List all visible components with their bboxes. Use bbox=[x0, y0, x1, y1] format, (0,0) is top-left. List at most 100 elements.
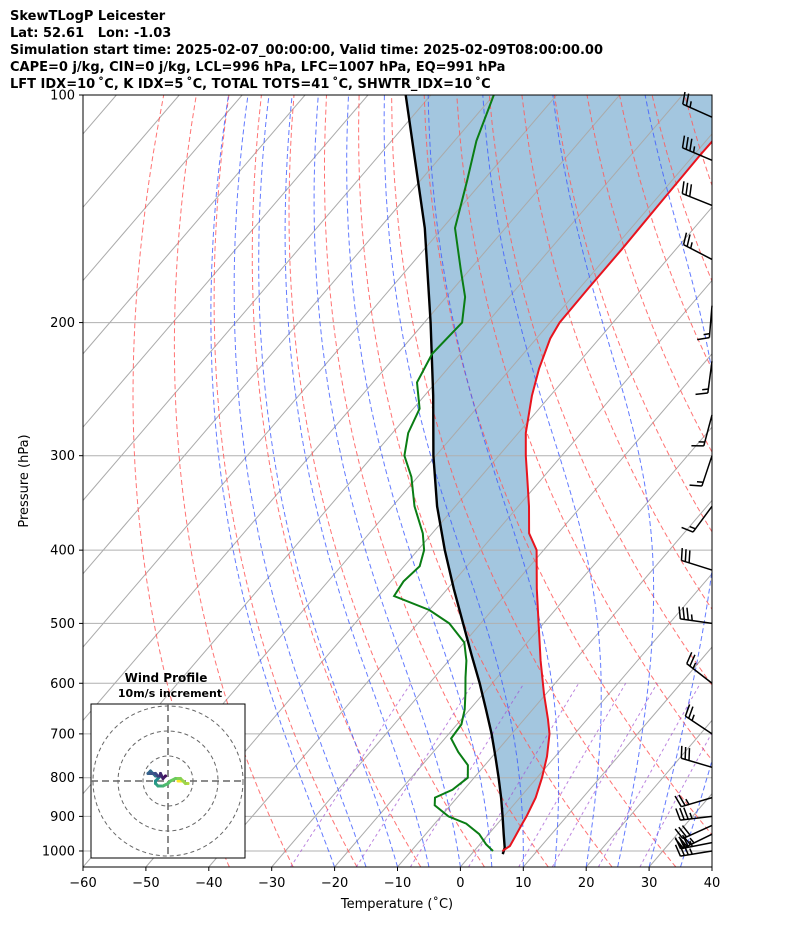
wind-barb-feather bbox=[684, 549, 687, 562]
wind-barb bbox=[680, 548, 713, 571]
moist-adiabat-line bbox=[552, 95, 655, 867]
wind-barb-feather bbox=[682, 843, 690, 856]
wind-barb-staff bbox=[703, 414, 713, 447]
wind-barb-feather bbox=[691, 714, 695, 721]
dry-adiabat-line bbox=[456, 95, 712, 762]
isotherm-line bbox=[460, 572, 712, 867]
dry-adiabats bbox=[132, 95, 794, 867]
mixing-ratio-line bbox=[518, 683, 627, 867]
wind-barb-feather bbox=[683, 807, 689, 820]
x-tick-label: 30 bbox=[641, 876, 658, 891]
wind-barb bbox=[697, 305, 713, 341]
wind-barb-feather bbox=[681, 135, 686, 148]
mixing-ratio-lines bbox=[290, 683, 712, 867]
wind-barb-feather bbox=[685, 137, 689, 150]
isotherm-line bbox=[83, 95, 558, 648]
mixing-ratio-line bbox=[597, 683, 701, 867]
dry-adiabat-line bbox=[717, 95, 794, 867]
wind-barb-feather bbox=[681, 181, 685, 194]
moist-adiabat-line bbox=[346, 95, 493, 867]
x-tick-label: −60 bbox=[69, 876, 96, 891]
y-tick-label: 100 bbox=[50, 89, 75, 104]
wind-barb-staff bbox=[701, 455, 713, 487]
y-tick-label: 800 bbox=[50, 771, 75, 786]
moist-adiabat-line bbox=[711, 865, 712, 867]
wind-barb-feather bbox=[689, 837, 695, 844]
wind-barb-feather bbox=[689, 525, 696, 530]
dry-adiabat-line bbox=[521, 95, 712, 611]
wind-barb-feather bbox=[703, 332, 710, 336]
hodograph-subtitle: 10m/s increment bbox=[118, 687, 222, 700]
y-tick-label: 900 bbox=[50, 810, 75, 825]
wind-barb-feather bbox=[688, 184, 693, 197]
hodograph-plot bbox=[91, 704, 245, 858]
mixing-ratio-line bbox=[290, 683, 412, 867]
wind-barb-feather bbox=[675, 808, 681, 821]
wind-barb-staff bbox=[692, 505, 713, 533]
wind-barb bbox=[674, 824, 713, 840]
wind-barb-feather bbox=[679, 807, 685, 820]
wind-barb bbox=[689, 455, 713, 487]
wind-barb bbox=[674, 794, 713, 808]
wind-barb-feather bbox=[685, 182, 689, 196]
wind-barb-staff bbox=[681, 559, 713, 571]
wind-barb-staff bbox=[682, 103, 713, 118]
dry-adiabat-line bbox=[288, 95, 485, 867]
temperature-line bbox=[501, 140, 712, 852]
moist-adiabat-line bbox=[482, 95, 602, 867]
wind-barb bbox=[681, 505, 713, 533]
x-tick-label: 10 bbox=[515, 876, 532, 891]
wind-barb-feather bbox=[681, 834, 691, 846]
isotherm-line bbox=[145, 206, 712, 867]
x-tick-label: −50 bbox=[132, 876, 159, 891]
wind-barb-feather bbox=[686, 607, 689, 621]
wind-barb-staff bbox=[682, 192, 713, 207]
wind-barb bbox=[678, 606, 713, 625]
time-line: Simulation start time: 2025-02-07_00:00:… bbox=[10, 43, 603, 58]
wind-barb-staff bbox=[680, 815, 713, 821]
wind-barb-feather bbox=[689, 242, 693, 249]
isotherm-line bbox=[83, 95, 620, 722]
isotherm-line bbox=[83, 95, 369, 428]
dry-adiabat-line bbox=[750, 95, 794, 867]
moist-adiabat-line bbox=[233, 95, 367, 867]
isotherm-line bbox=[334, 426, 712, 867]
wind-barb-feather bbox=[692, 662, 697, 669]
chart-title: SkewTLogP Leicester bbox=[10, 9, 166, 24]
wind-barb-feather bbox=[674, 795, 682, 808]
wind-barb-feather bbox=[678, 843, 686, 856]
wind-barb bbox=[681, 181, 713, 207]
y-tick-label: 500 bbox=[50, 617, 75, 632]
parcel-path-line bbox=[404, 95, 506, 855]
wind-barb-feather bbox=[689, 484, 702, 487]
x-tick-label: −20 bbox=[321, 876, 348, 891]
isotherm-line bbox=[522, 646, 712, 867]
wind-barb-feather bbox=[678, 606, 682, 619]
indices-line-2: LFT IDX=10 ˚C, K IDX=5 ˚C, TOTAL TOTS=41… bbox=[10, 77, 491, 92]
location-line: Lat: 52.61 Lon: -1.03 bbox=[10, 26, 172, 41]
mixing-ratio-line bbox=[409, 683, 525, 867]
isotherm-line bbox=[585, 719, 712, 867]
x-axis-label: Temperature (˚C) bbox=[340, 896, 453, 912]
wind-barb-staff bbox=[681, 796, 713, 808]
y-tick-label: 300 bbox=[50, 449, 75, 464]
wind-barb bbox=[684, 704, 713, 735]
dry-adiabat-line bbox=[251, 95, 422, 867]
moist-adiabat-line bbox=[258, 95, 398, 867]
wind-barb-feather bbox=[685, 798, 690, 805]
sounding-profiles bbox=[392, 95, 712, 855]
x-tick-label: 0 bbox=[456, 876, 464, 891]
wind-barbs bbox=[674, 91, 713, 857]
wind-barb-feather bbox=[686, 652, 693, 664]
dry-adiabat-line bbox=[173, 95, 294, 867]
dry-adiabat-line bbox=[586, 95, 712, 454]
wind-barb-feather bbox=[674, 838, 684, 849]
wind-barb-feather bbox=[688, 748, 691, 761]
wind-barb-feather bbox=[678, 826, 688, 838]
wind-barb-staff bbox=[681, 757, 713, 769]
isotherm-line bbox=[83, 95, 306, 355]
wind-barb-staff bbox=[707, 361, 713, 394]
x-tick-label: 20 bbox=[578, 876, 595, 891]
wind-barb-staff bbox=[680, 841, 713, 850]
